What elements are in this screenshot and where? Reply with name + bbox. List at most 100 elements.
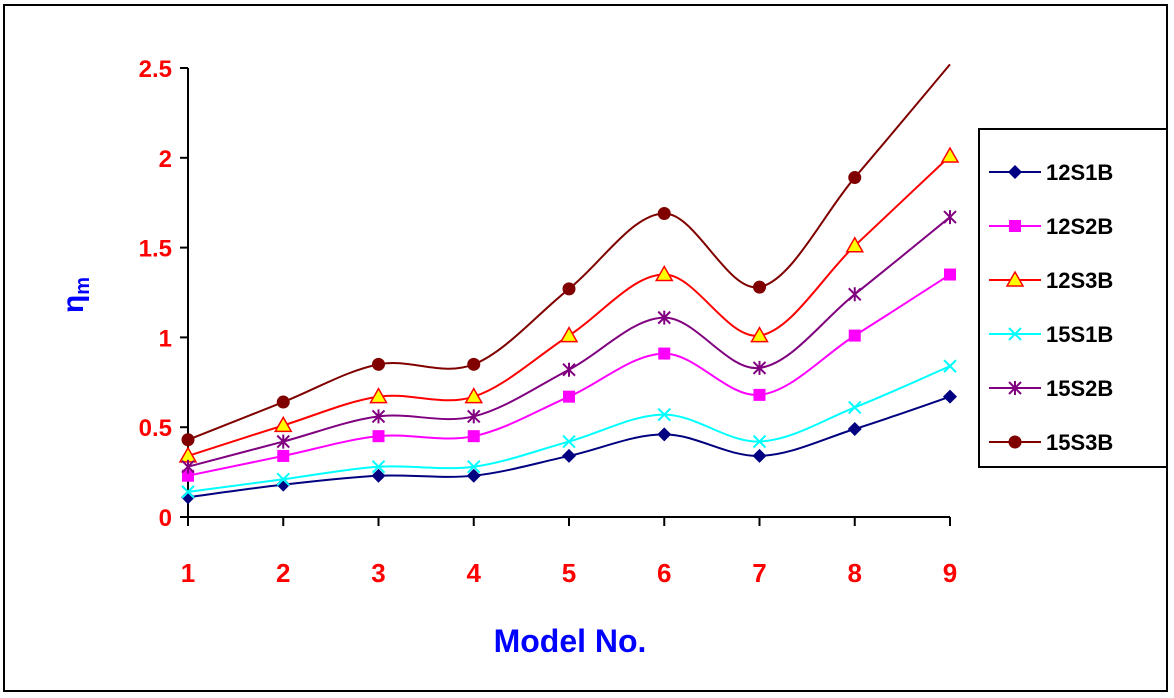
- data-point: [273, 415, 293, 433]
- data-point: [562, 434, 576, 449]
- data-point: [657, 310, 671, 325]
- data-point: [943, 389, 957, 404]
- data-point: [657, 206, 671, 220]
- legend-items: 12S1B 12S2B 12S3B 15S1B 15S2B 15S3B: [989, 160, 1113, 455]
- x-tick-label: 2: [276, 558, 290, 588]
- data-point: [657, 427, 672, 442]
- data-point: [559, 326, 579, 343]
- data-point: [848, 400, 862, 415]
- data-point: [563, 390, 575, 403]
- data-point: [182, 469, 194, 482]
- x-tick-label: 1: [181, 558, 195, 588]
- x-axis-title: Model No.: [494, 623, 647, 659]
- data-point: [943, 359, 957, 373]
- series-line: [187, 365, 951, 493]
- data-point: [369, 387, 388, 404]
- legend-label: 12S2B: [1046, 214, 1113, 239]
- legend-label: 15S2B: [1046, 376, 1113, 401]
- data-point: [466, 468, 481, 483]
- series-12S1B: [181, 389, 957, 505]
- data-point: [467, 460, 481, 474]
- series-15S3B: [181, 63, 951, 447]
- data-point: [562, 282, 576, 296]
- data-point: [752, 448, 767, 463]
- x-tick-label: 4: [467, 558, 482, 588]
- legend-item: 15S2B: [989, 376, 1113, 401]
- y-tick-label: 1: [159, 325, 172, 352]
- legend-marker: [1009, 220, 1021, 232]
- y-ticks: 0 0.5 1 1.5 2 2.5: [139, 56, 188, 532]
- data-point: [848, 171, 862, 185]
- y-axis-title-main: η: [57, 295, 90, 313]
- series-12S2B: [182, 268, 956, 482]
- data-point: [464, 387, 484, 404]
- legend-label: 15S3B: [1046, 430, 1113, 455]
- data-point: [753, 280, 766, 294]
- data-point: [276, 434, 290, 449]
- data-point: [562, 362, 576, 377]
- data-point: [944, 268, 956, 281]
- data-point: [371, 468, 386, 483]
- legend-item: 12S1B: [989, 160, 1113, 185]
- series-15S2B: [181, 210, 957, 474]
- x-tick-label: 3: [371, 558, 385, 588]
- legend-item: 12S3B: [989, 268, 1113, 293]
- legend-box: [978, 128, 1168, 468]
- legend-item: 15S1B: [989, 322, 1113, 347]
- data-point: [848, 329, 861, 342]
- legend-marker: [1008, 435, 1022, 449]
- data-point: [658, 347, 671, 360]
- legend-item: 15S3B: [989, 430, 1113, 455]
- x-tick-label: 6: [657, 558, 671, 588]
- legend-marker: [1008, 381, 1022, 395]
- data-point: [181, 459, 195, 474]
- y-axis-title: ηm: [57, 277, 94, 313]
- data-point: [181, 490, 195, 505]
- x-tick-label: 8: [848, 558, 862, 588]
- data-point: [943, 210, 957, 225]
- data-point: [372, 357, 385, 371]
- legend-marker: [1005, 270, 1025, 287]
- data-point: [467, 357, 481, 371]
- series-12S3B: [178, 146, 960, 463]
- data-point: [848, 287, 862, 302]
- data-point: [750, 326, 769, 343]
- data-point: [562, 448, 576, 463]
- series-line: [187, 155, 951, 457]
- data-point: [654, 265, 674, 282]
- data-point: [847, 421, 862, 436]
- data-point: [371, 409, 386, 424]
- data-point: [276, 395, 290, 409]
- y-tick-label: 0.5: [139, 415, 172, 442]
- legend-label: 12S1B: [1046, 160, 1113, 185]
- data-point: [276, 472, 290, 486]
- series-group: [178, 63, 960, 505]
- x-tick-label: 7: [752, 558, 766, 588]
- legend-marker: [1008, 165, 1022, 179]
- series-line: [187, 216, 951, 468]
- data-point: [372, 430, 385, 443]
- legend-item: 12S2B: [989, 214, 1113, 239]
- y-tick-label: 2: [159, 146, 172, 173]
- data-point: [467, 409, 481, 424]
- series-15S1B: [181, 359, 957, 499]
- data-point: [277, 449, 290, 462]
- data-point: [181, 433, 195, 447]
- y-tick-label: 1.5: [139, 236, 172, 263]
- data-point: [371, 460, 386, 474]
- x-tick-label: 9: [943, 558, 957, 588]
- data-point: [753, 388, 766, 401]
- data-point: [467, 430, 480, 443]
- series-line: [187, 395, 951, 499]
- x-tick-label: 5: [562, 558, 576, 588]
- data-point: [181, 485, 195, 499]
- y-tick-label: 2.5: [139, 56, 172, 83]
- legend-label: 12S3B: [1046, 268, 1113, 293]
- legend-label: 15S1B: [1046, 322, 1113, 347]
- x-ticks: 1 2 3 4 5 6 7 8 9: [181, 517, 957, 588]
- legend: 12S1B 12S2B 12S3B 15S1B 15S2B 15S3B: [978, 128, 1168, 468]
- data-point: [752, 434, 767, 449]
- series-line: [187, 63, 951, 441]
- data-point: [276, 477, 291, 492]
